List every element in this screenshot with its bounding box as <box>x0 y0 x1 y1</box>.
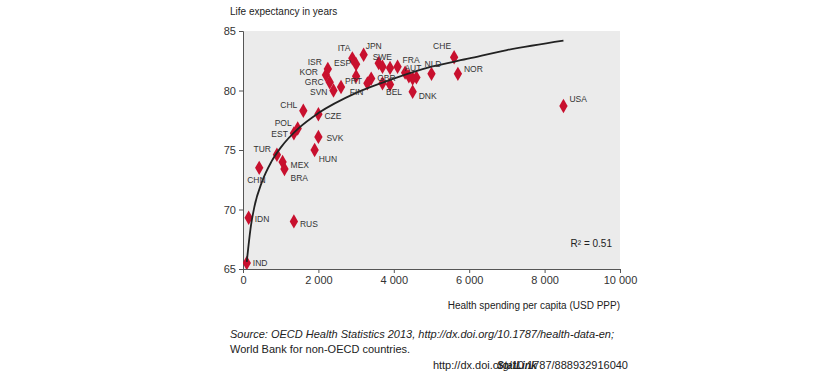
data-point <box>454 67 462 81</box>
data-point <box>367 71 375 85</box>
point-label: BEL <box>386 87 402 97</box>
y-tick: 75 <box>224 144 243 156</box>
x-tick-mark <box>318 269 319 273</box>
data-point <box>290 214 298 228</box>
data-point <box>299 104 307 118</box>
data-point <box>310 143 318 157</box>
point-label: CHN <box>247 175 265 185</box>
plot-area <box>243 41 568 269</box>
data-point <box>280 162 288 176</box>
data-point <box>408 84 416 98</box>
point-label: FIN <box>350 87 364 97</box>
y-axis: 65 70 75 80 85 <box>224 25 244 275</box>
x-tick-label: 0 <box>240 274 246 286</box>
point-label: DNK <box>419 91 437 101</box>
point-label: CZE <box>324 111 341 121</box>
y-tick: 80 <box>224 85 243 97</box>
x-axis-title: Health spending per capita (USD PPP) <box>448 300 620 311</box>
point-label: AUT <box>404 63 421 73</box>
x-tick: 0 <box>240 269 246 286</box>
point-label: SVK <box>326 133 343 143</box>
x-tick-mark <box>394 269 395 273</box>
point-label: SVN <box>310 87 327 97</box>
y-tick-label: 75 <box>224 144 236 156</box>
y-axis-line <box>239 32 244 270</box>
y-tick-label: 85 <box>224 25 236 37</box>
y-axis-title: Life expectancy in years <box>230 6 337 17</box>
y-tick-mark <box>239 31 243 32</box>
point-label: KOR <box>300 67 318 77</box>
point-label: MEX <box>291 160 310 170</box>
point-label: CHL <box>280 100 297 110</box>
point-label: TUR <box>253 144 270 154</box>
point-label: IND <box>253 258 268 268</box>
point-label: RUS <box>300 219 318 229</box>
data-point <box>559 99 567 113</box>
y-tick-mark <box>239 150 243 151</box>
x-axis: 0 2 000 4 000 6 000 8 000 10 000 <box>240 269 637 286</box>
point-label: HUN <box>319 154 337 164</box>
y-tick-label: 70 <box>224 204 236 216</box>
x-tick-label: 6 000 <box>456 274 484 286</box>
x-tick: 10 000 <box>604 269 638 286</box>
x-axis-line <box>244 270 621 274</box>
data-point <box>255 161 263 175</box>
y-tick-mark <box>239 91 243 92</box>
data-point <box>324 62 332 76</box>
y-tick: 65 <box>224 263 243 275</box>
x-tick-label: 4 000 <box>381 274 409 286</box>
point-label: PRT <box>345 76 362 86</box>
point-label: ESP <box>334 58 351 68</box>
y-tick-label: 80 <box>224 85 236 97</box>
trend-line <box>247 41 564 262</box>
y-tick-mark <box>239 210 243 211</box>
x-tick-mark <box>469 269 470 273</box>
x-tick: 2 000 <box>305 269 333 286</box>
x-tick: 4 000 <box>381 269 409 286</box>
x-tick-label: 10 000 <box>604 274 638 286</box>
point-label: IDN <box>255 214 270 224</box>
y-tick-label: 65 <box>224 263 236 275</box>
x-tick: 8 000 <box>531 269 559 286</box>
point-label: USA <box>569 94 587 104</box>
source-note: Source: OECD Health Statistics 2013, htt… <box>230 328 614 340</box>
point-label: EST <box>271 129 288 139</box>
point-label: SWE <box>373 52 393 62</box>
y-tick: 70 <box>224 204 243 216</box>
point-labels: IND IDN CHN TUR MEX BRA RUS ESTPOL CHL HUN SVK CZE S… <box>247 41 587 268</box>
point-label: GBR <box>377 73 395 83</box>
point-label: ITA <box>338 43 351 53</box>
x-tick-mark <box>545 269 546 273</box>
y-tick-mark <box>239 269 243 270</box>
point-label: JPN <box>366 41 382 51</box>
annotation: R² = 0.51 <box>571 238 613 249</box>
x-tick-mark <box>620 269 621 273</box>
point-label: ISR <box>308 57 322 67</box>
point-label: NOR <box>464 64 483 74</box>
source-note: World Bank for non-OECD countries. <box>230 343 410 355</box>
chart: 0 2 000 4 000 6 000 8 000 10 000 65 70 75 80 85 Lif… <box>0 0 840 378</box>
y-tick: 85 <box>224 25 243 37</box>
point-label: CHE <box>433 41 451 51</box>
point-label: GRC <box>305 77 324 87</box>
point-label: NLD <box>425 59 442 69</box>
x-tick-label: 2 000 <box>305 274 333 286</box>
statlink-url[interactable]: http://dx.doi.org/10.1787/888932916040 <box>433 359 628 371</box>
x-tick: 6 000 <box>456 269 484 286</box>
x-tick-label: 8 000 <box>531 274 559 286</box>
plot-background <box>243 31 620 269</box>
point-label: BRA <box>290 173 308 183</box>
data-point <box>314 130 322 144</box>
point-label: POL <box>275 118 292 128</box>
data-point <box>337 80 345 94</box>
